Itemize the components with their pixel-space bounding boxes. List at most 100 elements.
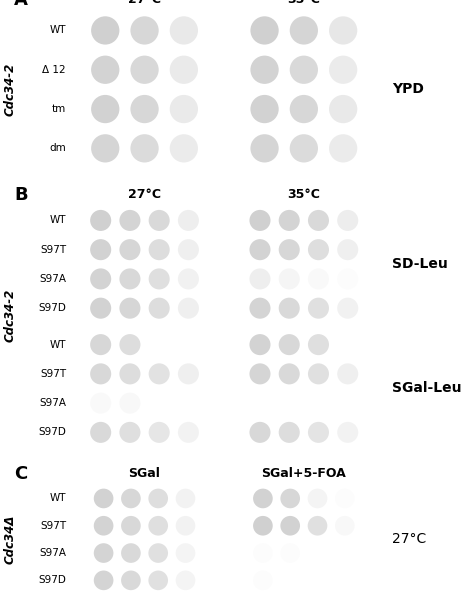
Circle shape — [253, 543, 273, 563]
Text: B: B — [14, 186, 28, 204]
Circle shape — [148, 571, 168, 590]
Text: 27°C: 27°C — [128, 0, 161, 6]
Circle shape — [337, 422, 358, 443]
Circle shape — [337, 239, 358, 260]
Text: S97D: S97D — [38, 303, 66, 313]
Circle shape — [308, 268, 329, 289]
Circle shape — [170, 16, 198, 44]
Circle shape — [249, 268, 270, 289]
Text: YPD: YPD — [392, 82, 424, 97]
Circle shape — [280, 543, 300, 563]
Circle shape — [148, 543, 168, 563]
Circle shape — [90, 298, 111, 319]
Circle shape — [176, 488, 195, 508]
Circle shape — [91, 16, 119, 44]
Text: tm: tm — [52, 104, 66, 114]
Text: SGal+5-FOA: SGal+5-FOA — [261, 467, 346, 480]
Text: S97T: S97T — [40, 369, 66, 379]
Circle shape — [253, 516, 273, 536]
Circle shape — [278, 364, 300, 385]
Circle shape — [149, 364, 170, 385]
Circle shape — [249, 364, 270, 385]
Circle shape — [91, 56, 119, 84]
Circle shape — [280, 516, 300, 536]
Circle shape — [149, 422, 170, 443]
Text: WT: WT — [50, 340, 66, 350]
Circle shape — [178, 364, 199, 385]
Circle shape — [290, 134, 318, 163]
Text: S97A: S97A — [39, 398, 66, 408]
Circle shape — [290, 56, 318, 84]
Text: 27°C: 27°C — [392, 532, 426, 547]
Circle shape — [149, 298, 170, 319]
Circle shape — [249, 334, 270, 355]
Text: S97D: S97D — [38, 575, 66, 586]
Text: S97T: S97T — [40, 245, 66, 254]
Circle shape — [91, 95, 119, 123]
Text: SGal-Leu: SGal-Leu — [392, 382, 461, 395]
Circle shape — [130, 134, 159, 163]
Circle shape — [170, 56, 198, 84]
Circle shape — [278, 210, 300, 231]
Circle shape — [308, 298, 329, 319]
Circle shape — [278, 239, 300, 260]
Text: Cdc34-2: Cdc34-2 — [4, 63, 17, 116]
Text: SD-Leu: SD-Leu — [392, 257, 447, 271]
Circle shape — [121, 488, 141, 508]
Circle shape — [280, 488, 300, 508]
Circle shape — [308, 239, 329, 260]
Circle shape — [308, 516, 327, 536]
Circle shape — [176, 571, 195, 590]
Circle shape — [329, 134, 357, 163]
Circle shape — [253, 488, 273, 508]
Text: Cdc34Δ: Cdc34Δ — [4, 515, 17, 564]
Circle shape — [337, 298, 358, 319]
Circle shape — [178, 422, 199, 443]
Circle shape — [170, 134, 198, 163]
Circle shape — [119, 268, 141, 289]
Circle shape — [278, 268, 300, 289]
Text: SGal: SGal — [128, 467, 160, 480]
Text: Δ 12: Δ 12 — [42, 65, 66, 75]
Circle shape — [308, 334, 329, 355]
Circle shape — [121, 571, 141, 590]
Circle shape — [119, 210, 141, 231]
Circle shape — [178, 239, 199, 260]
Circle shape — [91, 134, 119, 163]
Text: C: C — [14, 465, 27, 483]
Circle shape — [290, 16, 318, 44]
Circle shape — [94, 571, 113, 590]
Text: WT: WT — [50, 215, 66, 226]
Circle shape — [90, 422, 111, 443]
Circle shape — [90, 210, 111, 231]
Circle shape — [119, 298, 141, 319]
Circle shape — [251, 56, 278, 84]
Circle shape — [130, 16, 159, 44]
Circle shape — [290, 95, 318, 123]
Circle shape — [90, 364, 111, 385]
Circle shape — [90, 268, 111, 289]
Text: S97D: S97D — [38, 427, 66, 437]
Circle shape — [329, 16, 357, 44]
Circle shape — [94, 488, 113, 508]
Text: A: A — [14, 0, 28, 9]
Text: S97T: S97T — [40, 521, 66, 531]
Circle shape — [329, 95, 357, 123]
Circle shape — [278, 334, 300, 355]
Text: S97A: S97A — [39, 274, 66, 284]
Circle shape — [249, 210, 270, 231]
Circle shape — [249, 239, 270, 260]
Circle shape — [119, 364, 141, 385]
Circle shape — [119, 422, 141, 443]
Circle shape — [251, 16, 278, 44]
Circle shape — [90, 334, 111, 355]
Circle shape — [337, 210, 358, 231]
Circle shape — [121, 516, 141, 536]
Circle shape — [130, 56, 159, 84]
Text: WT: WT — [50, 493, 66, 503]
Circle shape — [278, 298, 300, 319]
Circle shape — [176, 516, 195, 536]
Circle shape — [121, 543, 141, 563]
Circle shape — [90, 239, 111, 260]
Circle shape — [335, 516, 354, 536]
